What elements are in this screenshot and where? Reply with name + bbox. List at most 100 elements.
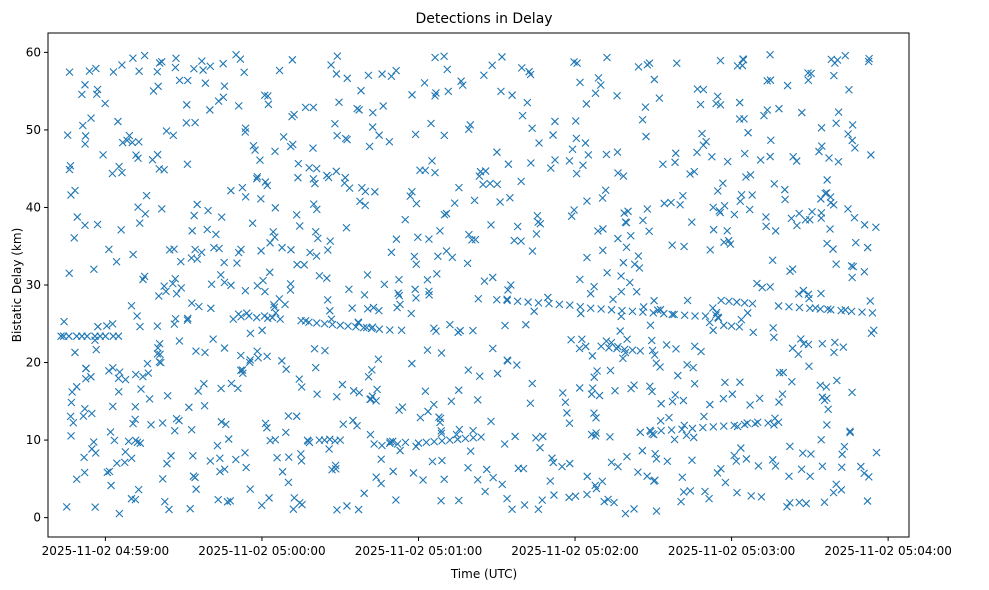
data-point: [125, 131, 134, 140]
data-point: [377, 455, 386, 464]
data-point: [760, 111, 768, 120]
data-point: [413, 233, 422, 242]
data-point: [205, 106, 214, 114]
data-point: [162, 127, 171, 135]
data-point: [701, 487, 709, 496]
data-point: [823, 176, 832, 184]
data-point: [746, 401, 754, 409]
data-point: [847, 307, 856, 316]
data-point: [591, 89, 600, 98]
x-tick-label: 2025-11-02 05:00:00: [198, 544, 325, 558]
data-point: [628, 307, 637, 316]
data-point: [134, 138, 143, 146]
data-point: [438, 436, 446, 445]
data-point: [698, 423, 707, 432]
data-point: [80, 468, 89, 477]
data-point: [851, 143, 859, 152]
data-point: [71, 186, 79, 195]
data-point: [479, 180, 487, 189]
data-point: [411, 130, 420, 139]
data-point: [286, 142, 295, 151]
data-point: [594, 73, 603, 82]
data-point: [565, 459, 574, 468]
data-point: [201, 348, 209, 357]
data-point: [343, 74, 352, 83]
data-point: [660, 199, 669, 208]
data-point: [513, 297, 522, 306]
data-point: [214, 97, 223, 105]
data-point: [609, 295, 617, 304]
data-point: [440, 131, 449, 140]
data-point: [444, 87, 453, 96]
data-point: [795, 303, 804, 312]
data-point: [832, 260, 841, 269]
data-point: [634, 252, 643, 260]
data-point: [410, 252, 419, 261]
data-point: [191, 473, 199, 482]
data-point: [401, 438, 410, 447]
data-point: [234, 102, 243, 110]
data-point: [787, 377, 796, 386]
data-point: [594, 227, 602, 235]
data-point: [717, 296, 726, 305]
data-point: [443, 65, 452, 74]
data-point: [184, 403, 193, 412]
data-point: [712, 99, 720, 108]
data-point: [528, 124, 537, 133]
data-point: [103, 468, 112, 477]
data-point: [168, 279, 177, 288]
data-point: [568, 145, 577, 154]
data-point: [756, 156, 765, 164]
data-point: [787, 214, 796, 223]
data-point: [665, 413, 673, 422]
data-point: [188, 451, 197, 460]
data-point: [312, 164, 321, 173]
data-point: [227, 281, 235, 290]
data-point: [817, 214, 826, 222]
data-point: [216, 270, 225, 279]
data-point: [191, 118, 199, 127]
data-point: [297, 383, 306, 391]
data-point: [445, 320, 454, 329]
data-point: [101, 332, 110, 341]
data-point: [421, 166, 430, 175]
data-point: [425, 235, 433, 243]
data-point: [707, 152, 716, 161]
data-point: [212, 230, 220, 239]
data-point: [487, 220, 495, 229]
data-point: [840, 442, 849, 451]
data-point: [817, 435, 826, 444]
data-point: [728, 390, 737, 399]
data-point: [584, 150, 593, 159]
data-point: [453, 435, 462, 444]
data-point: [310, 179, 319, 188]
data-point: [80, 404, 89, 413]
data-point: [583, 490, 591, 499]
data-point: [590, 409, 598, 418]
data-point: [481, 167, 490, 175]
data-point: [705, 494, 713, 503]
data-point: [226, 496, 235, 505]
data-point: [144, 369, 153, 378]
data-point: [271, 435, 280, 444]
data-point: [475, 372, 484, 381]
data-point: [389, 467, 398, 476]
data-point: [171, 63, 180, 72]
data-point: [348, 304, 357, 313]
data-point: [65, 269, 74, 278]
data-point: [466, 121, 475, 129]
data-point: [60, 317, 68, 326]
data-point: [220, 258, 229, 267]
data-point: [341, 134, 350, 143]
data-point: [796, 335, 805, 343]
data-point: [613, 91, 621, 100]
data-point: [551, 117, 559, 126]
data-point: [600, 497, 609, 506]
data-point: [753, 418, 762, 427]
data-point: [845, 85, 853, 94]
data-point: [657, 399, 666, 408]
data-point: [748, 191, 757, 199]
data-point: [619, 258, 628, 267]
data-point: [454, 386, 463, 395]
data-point: [312, 319, 321, 327]
